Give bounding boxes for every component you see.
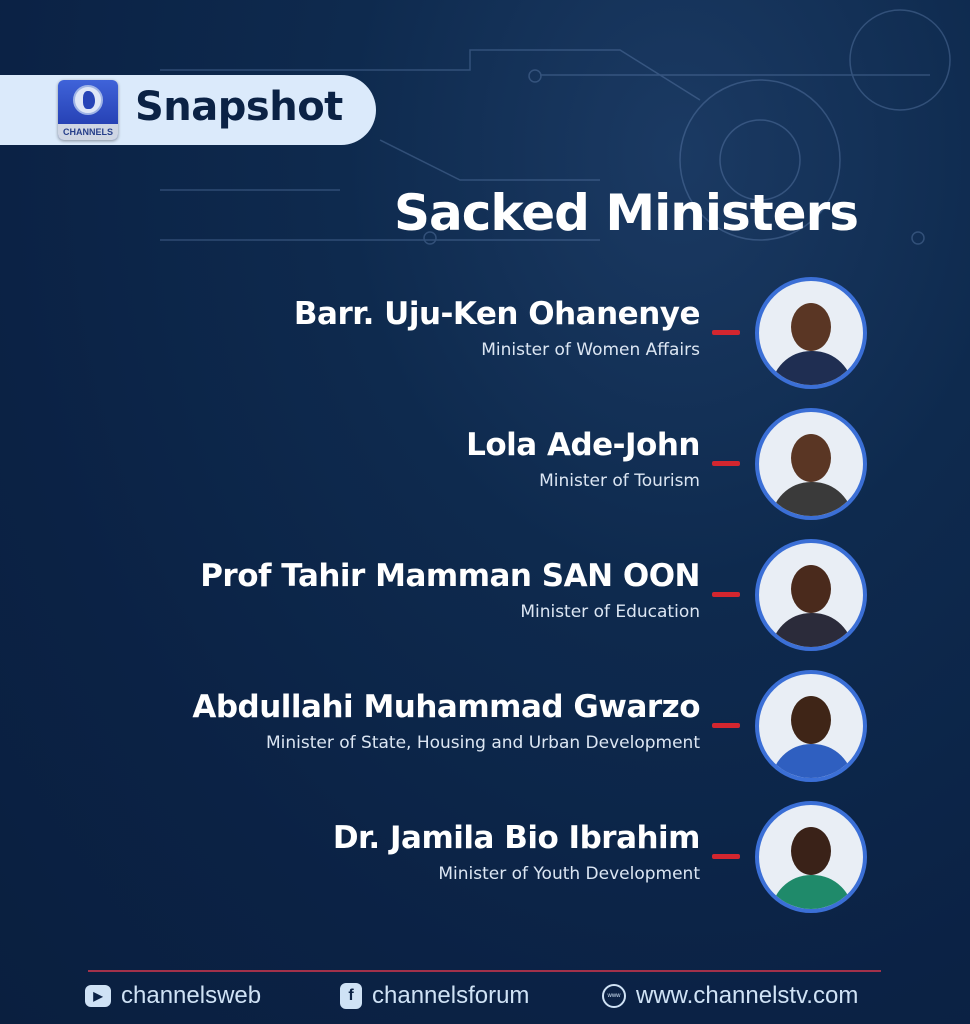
minister-name: Dr. Jamila Bio Ibrahim xyxy=(332,820,701,856)
facebook-text: channelsforum xyxy=(372,982,530,1009)
avatar xyxy=(755,408,867,520)
snapshot-label: Snapshot xyxy=(135,84,343,130)
minister-role: Minister of Youth Development xyxy=(438,864,700,884)
avatar xyxy=(755,539,867,651)
avatar xyxy=(755,277,867,389)
avatar xyxy=(755,670,867,782)
minister-item: Prof Tahir Mamman SAN OON Minister of Ed… xyxy=(0,539,970,674)
minister-name: Lola Ade-John xyxy=(466,427,700,463)
circuit-background-decoration xyxy=(160,9,951,245)
channels-logo: CHANNELS xyxy=(58,80,118,140)
red-dash xyxy=(712,461,740,466)
website-link[interactable]: www www.channelstv.com xyxy=(602,982,858,1010)
logo-text: CHANNELS xyxy=(58,124,118,140)
red-dash xyxy=(712,592,740,597)
facebook-icon: f xyxy=(340,983,362,1009)
minister-name: Abdullahi Muhammad Gwarzo xyxy=(192,689,700,725)
africa-globe-icon xyxy=(73,85,103,115)
minister-item: Lola Ade-John Minister of Tourism xyxy=(0,408,970,543)
youtube-handle[interactable]: ▶ channelsweb xyxy=(85,982,261,1010)
minister-role: Minister of State, Housing and Urban Dev… xyxy=(265,733,700,753)
facebook-handle[interactable]: f channelsforum xyxy=(340,982,529,1010)
minister-role: Minister of Education xyxy=(520,602,700,622)
globe-icon: www xyxy=(602,984,626,1008)
minister-role: Minister of Women Affairs xyxy=(481,340,700,360)
youtube-text: channelsweb xyxy=(121,982,262,1009)
red-dash xyxy=(712,330,740,335)
footer-divider xyxy=(88,970,881,972)
minister-name: Barr. Uju-Ken Ohanenye xyxy=(293,296,701,332)
website-text: www.channelstv.com xyxy=(636,982,859,1009)
red-dash xyxy=(712,723,740,728)
minister-role: Minister of Tourism xyxy=(539,471,700,491)
minister-name: Prof Tahir Mamman SAN OON xyxy=(200,558,700,594)
minister-item: Barr. Uju-Ken Ohanenye Minister of Women… xyxy=(0,277,970,412)
page-title: Sacked Ministers xyxy=(393,184,859,242)
red-dash xyxy=(712,854,740,859)
minister-item: Dr. Jamila Bio Ibrahim Minister of Youth… xyxy=(0,801,970,936)
youtube-icon: ▶ xyxy=(85,985,111,1007)
avatar xyxy=(755,801,867,913)
minister-item: Abdullahi Muhammad Gwarzo Minister of St… xyxy=(0,670,970,805)
